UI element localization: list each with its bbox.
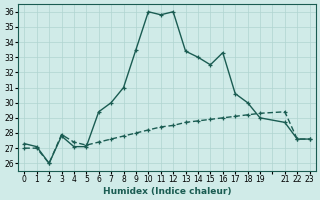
X-axis label: Humidex (Indice chaleur): Humidex (Indice chaleur) [103,187,231,196]
